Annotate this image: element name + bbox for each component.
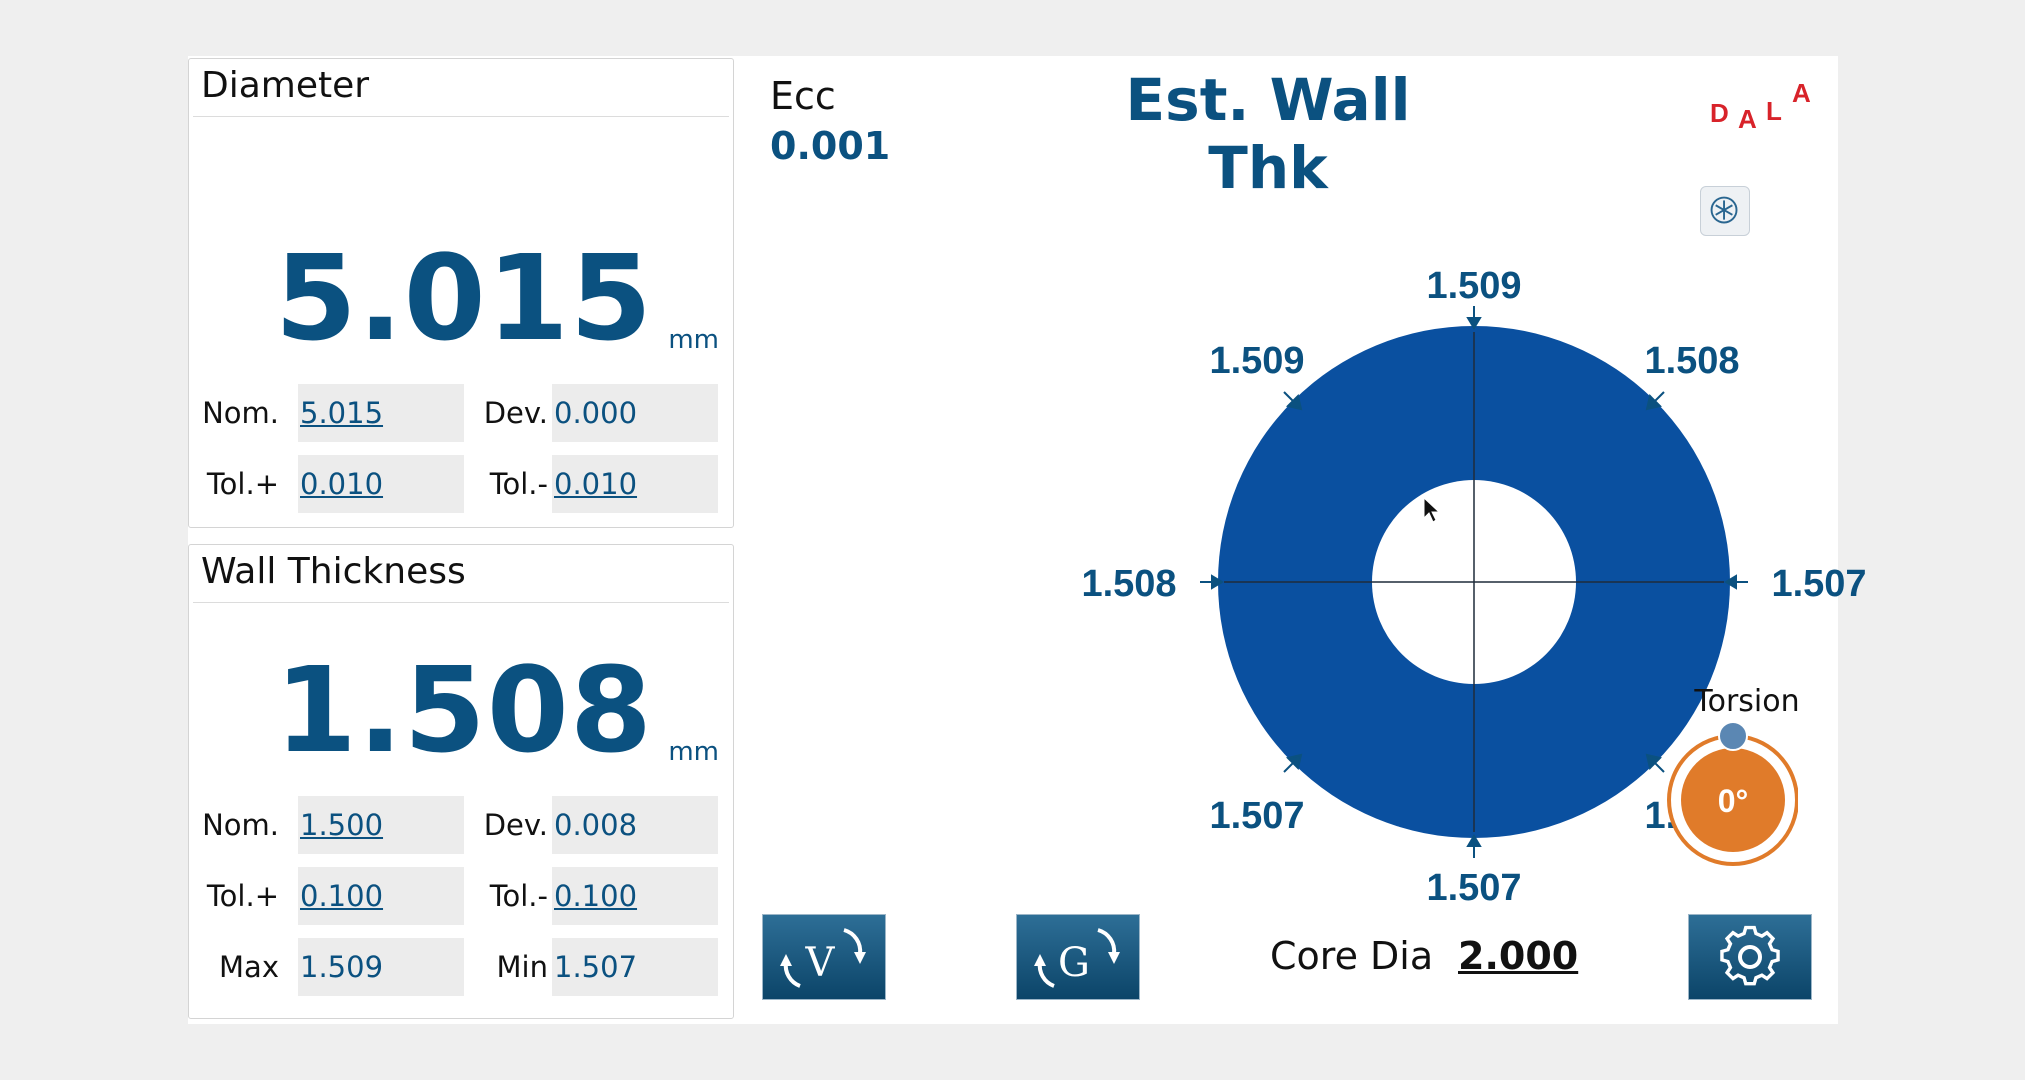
diameter-tolp-field[interactable]: 0.010 <box>298 455 464 513</box>
torsion-label: Torsion <box>1694 684 1800 719</box>
torsion-dial[interactable]: 0° <box>1648 712 1798 872</box>
wall-thickness-panel: Wall Thickness 1.508 mm Nom. 1.500 Dev. … <box>188 544 734 1019</box>
diameter-dev-field: 0.000 <box>552 384 718 442</box>
core-dia-label: Core Dia <box>1270 934 1434 978</box>
diameter-nom-label: Nom. <box>202 396 279 430</box>
marker-right <box>1724 574 1748 590</box>
reading-bottom: 1.507 <box>1426 867 1521 909</box>
svg-text:D: D <box>1710 98 1729 128</box>
page-title: Est. Wall Thk <box>1125 66 1411 202</box>
divider <box>193 602 729 603</box>
wall-nom-label: Nom. <box>202 808 279 842</box>
reading-top: 1.509 <box>1426 265 1521 307</box>
wall-dev-field: 0.008 <box>552 796 718 854</box>
wall-nom-field[interactable]: 1.500 <box>298 796 464 854</box>
ecc-label: Ecc <box>770 74 836 118</box>
diameter-title: Diameter <box>201 65 370 106</box>
diameter-tolp-label: Tol.+ <box>206 467 279 501</box>
wall-thickness-unit: mm <box>668 737 719 767</box>
app-window: Diameter 5.015 mm Nom. 5.015 Dev. 0.000 … <box>188 56 1867 1024</box>
freeze-button[interactable] <box>1700 186 1750 236</box>
core-dia-value[interactable]: 2.000 <box>1458 934 1579 978</box>
wall-thickness-value: 1.508 <box>274 641 653 779</box>
torsion-handle <box>1718 721 1748 751</box>
marker-top-right <box>1645 391 1665 411</box>
wall-dev-label: Dev. <box>483 808 548 842</box>
reading-right: 1.507 <box>1771 563 1866 605</box>
gear-icon <box>1720 925 1780 986</box>
reading-bottom-left: 1.507 <box>1209 795 1304 837</box>
wall-max-label: Max <box>219 950 279 984</box>
marker-top-left <box>1283 391 1303 411</box>
svg-text:A: A <box>1738 104 1757 128</box>
wall-tolm-field[interactable]: 0.100 <box>552 867 718 925</box>
diameter-tolm-label: Tol.- <box>489 467 548 501</box>
svg-text:L: L <box>1766 96 1782 126</box>
diameter-nom-field[interactable]: 5.015 <box>298 384 464 442</box>
rotate-v-label: V <box>805 940 836 986</box>
rotate-g-label: G <box>1058 940 1090 986</box>
torsion-center <box>1681 748 1785 852</box>
marker-bottom-left <box>1283 753 1303 773</box>
wall-tolp-label: Tol.+ <box>206 879 279 913</box>
settings-button[interactable] <box>1688 914 1812 1000</box>
marker-top <box>1466 306 1482 330</box>
reading-left: 1.508 <box>1081 563 1176 605</box>
wall-thickness-title: Wall Thickness <box>201 551 466 592</box>
torsion-value: 0° <box>1718 783 1749 819</box>
diameter-value: 5.015 <box>274 229 653 367</box>
wall-max-field: 1.509 <box>298 938 464 996</box>
marker-bottom-right <box>1645 753 1665 773</box>
rotate-v-button[interactable]: V <box>762 914 886 1000</box>
diameter-panel: Diameter 5.015 mm Nom. 5.015 Dev. 0.000 … <box>188 58 734 528</box>
reading-top-left: 1.509 <box>1209 340 1304 382</box>
diameter-tolm-field[interactable]: 0.010 <box>552 455 718 513</box>
ecc-value: 0.001 <box>770 124 891 168</box>
rotate-g-button[interactable]: G <box>1016 914 1140 1000</box>
wall-tolm-label: Tol.- <box>489 879 548 913</box>
dala-logo: D A L A <box>1710 78 1811 128</box>
wall-min-label: Min <box>496 950 548 984</box>
wall-tolp-field[interactable]: 0.100 <box>298 867 464 925</box>
diameter-unit: mm <box>668 325 719 355</box>
mouse-cursor <box>1423 496 1441 523</box>
reading-top-right: 1.508 <box>1644 340 1739 382</box>
rotate-v-icon: V <box>780 928 866 988</box>
wall-min-field: 1.507 <box>552 938 718 996</box>
svg-text:A: A <box>1792 78 1811 108</box>
rotate-g-icon: G <box>1034 928 1120 988</box>
divider <box>193 116 729 117</box>
marker-left <box>1200 574 1224 590</box>
diameter-dev-label: Dev. <box>483 396 548 430</box>
marker-bottom <box>1466 834 1482 858</box>
snowflake-icon <box>1710 196 1738 224</box>
